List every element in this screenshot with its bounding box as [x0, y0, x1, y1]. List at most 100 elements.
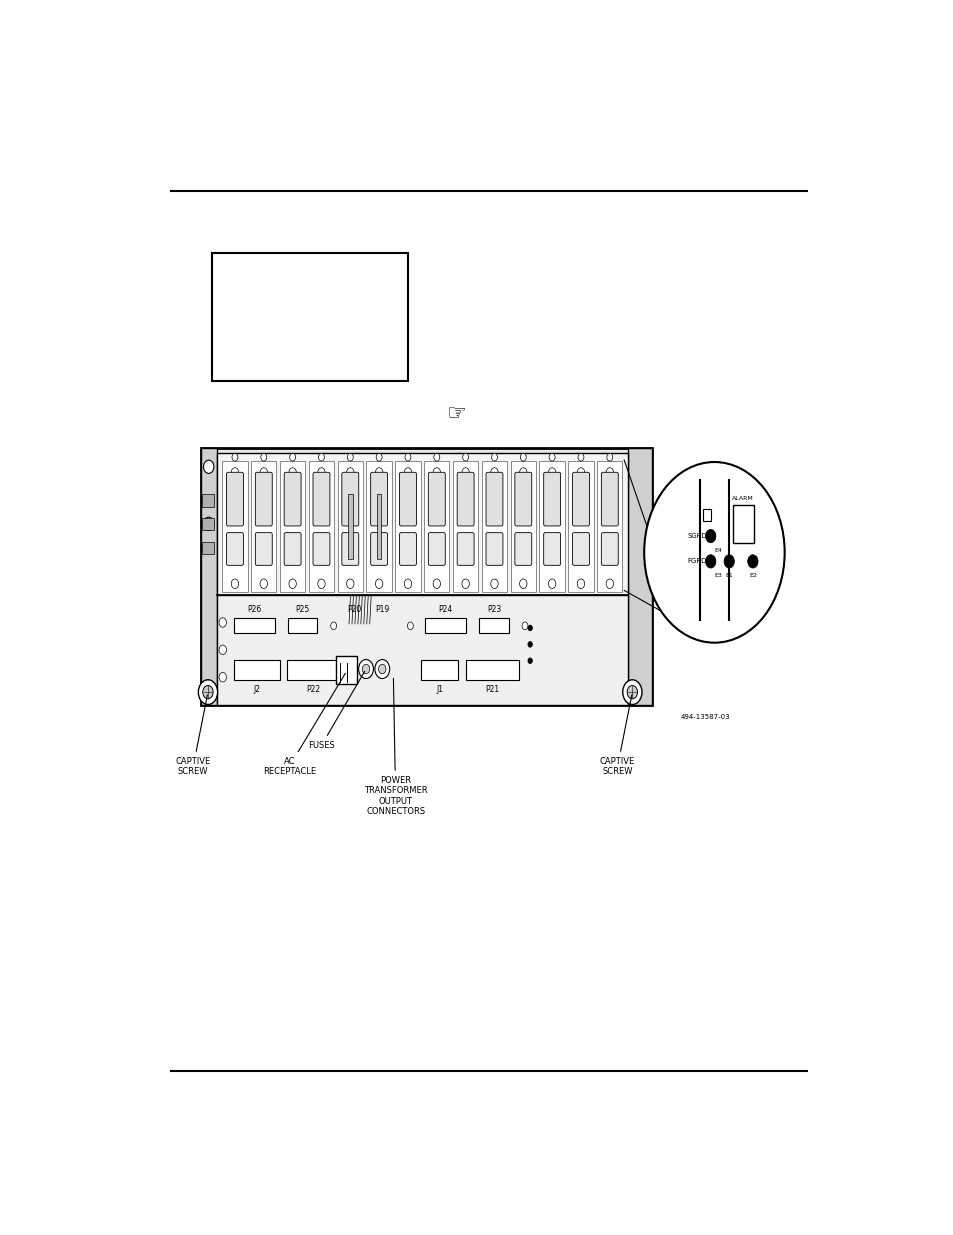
Circle shape: [331, 622, 336, 630]
Text: FUSES: FUSES: [308, 672, 364, 750]
Circle shape: [219, 645, 226, 655]
Text: P23: P23: [486, 605, 500, 614]
Bar: [366, 461, 392, 593]
Text: ☞: ☞: [445, 405, 465, 425]
Circle shape: [347, 453, 353, 461]
FancyBboxPatch shape: [515, 532, 531, 566]
Bar: [425, 619, 465, 634]
Text: E1: E1: [724, 573, 732, 578]
Bar: [510, 461, 536, 593]
Bar: [627, 448, 651, 704]
Circle shape: [260, 468, 267, 477]
Text: J2: J2: [253, 685, 260, 694]
Circle shape: [289, 468, 296, 477]
Text: P26: P26: [247, 605, 261, 614]
FancyBboxPatch shape: [341, 532, 358, 566]
Circle shape: [375, 659, 389, 678]
Text: AC
RECEPTACLE: AC RECEPTACLE: [262, 673, 345, 777]
Circle shape: [519, 468, 526, 477]
Circle shape: [434, 453, 439, 461]
Text: P22: P22: [306, 685, 320, 694]
Circle shape: [521, 622, 527, 630]
Bar: [202, 519, 213, 531]
Bar: [465, 659, 518, 680]
FancyBboxPatch shape: [255, 472, 272, 526]
Circle shape: [626, 685, 637, 699]
Circle shape: [317, 579, 325, 589]
Circle shape: [404, 579, 412, 589]
Bar: [732, 505, 753, 543]
Bar: [202, 542, 213, 555]
Bar: [200, 448, 216, 704]
FancyBboxPatch shape: [485, 472, 502, 526]
FancyBboxPatch shape: [572, 532, 589, 566]
FancyBboxPatch shape: [341, 472, 358, 526]
Bar: [597, 461, 622, 593]
Bar: [202, 494, 213, 506]
Bar: [568, 461, 593, 593]
FancyBboxPatch shape: [399, 472, 416, 526]
Bar: [421, 659, 458, 680]
Circle shape: [577, 468, 584, 477]
Circle shape: [219, 672, 226, 682]
Circle shape: [433, 579, 440, 589]
Bar: [538, 461, 564, 593]
Circle shape: [519, 579, 526, 589]
FancyBboxPatch shape: [313, 532, 330, 566]
FancyBboxPatch shape: [255, 532, 272, 566]
Bar: [200, 448, 651, 704]
FancyBboxPatch shape: [600, 472, 618, 526]
Bar: [395, 461, 420, 593]
Circle shape: [527, 658, 532, 663]
Text: J1: J1: [436, 685, 443, 694]
Text: E4: E4: [714, 547, 721, 552]
Circle shape: [407, 622, 413, 630]
Text: E2: E2: [748, 573, 756, 578]
Circle shape: [362, 664, 370, 674]
Circle shape: [232, 453, 237, 461]
Circle shape: [605, 468, 613, 477]
Circle shape: [705, 555, 715, 568]
Text: CAPTIVE
SCREW: CAPTIVE SCREW: [599, 695, 635, 777]
Circle shape: [519, 453, 526, 461]
FancyBboxPatch shape: [600, 532, 618, 566]
FancyBboxPatch shape: [313, 472, 330, 526]
Bar: [216, 595, 627, 704]
Circle shape: [490, 468, 497, 477]
Circle shape: [433, 468, 440, 477]
Bar: [376, 494, 381, 559]
Circle shape: [527, 641, 532, 647]
Circle shape: [461, 468, 469, 477]
FancyBboxPatch shape: [284, 472, 301, 526]
Text: ALARM: ALARM: [732, 496, 753, 501]
FancyBboxPatch shape: [572, 472, 589, 526]
Circle shape: [260, 579, 267, 589]
Circle shape: [605, 579, 613, 589]
Bar: [222, 461, 248, 593]
Bar: [348, 494, 353, 559]
Circle shape: [289, 579, 296, 589]
Bar: [279, 461, 305, 593]
Bar: [212, 253, 407, 382]
FancyBboxPatch shape: [428, 472, 445, 526]
Circle shape: [290, 453, 295, 461]
FancyBboxPatch shape: [371, 532, 387, 566]
Circle shape: [747, 555, 758, 568]
FancyBboxPatch shape: [456, 532, 474, 566]
Bar: [216, 452, 627, 595]
Circle shape: [358, 659, 373, 678]
Circle shape: [346, 579, 354, 589]
Circle shape: [203, 680, 213, 694]
Circle shape: [549, 453, 555, 461]
Circle shape: [491, 453, 497, 461]
Circle shape: [527, 625, 532, 631]
Bar: [309, 461, 334, 593]
Circle shape: [577, 579, 584, 589]
Text: P19: P19: [375, 605, 389, 614]
Text: E3: E3: [714, 573, 721, 578]
Circle shape: [375, 579, 382, 589]
Bar: [233, 619, 274, 634]
Circle shape: [231, 579, 238, 589]
Text: SGRD: SGRD: [686, 534, 706, 540]
Circle shape: [203, 461, 213, 473]
